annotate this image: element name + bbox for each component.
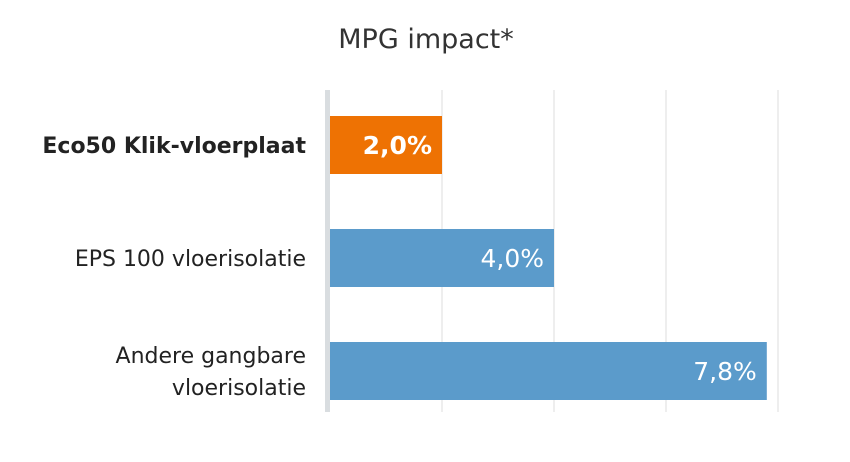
chart-title: MPG impact* — [338, 24, 514, 55]
category-label: Eco50 Klik-vloerplaat — [42, 134, 306, 159]
data-label: 2,0% — [363, 131, 432, 160]
bars — [330, 116, 767, 400]
data-label: 7,8% — [693, 357, 757, 386]
bar — [330, 342, 767, 400]
value-labels: 2,0% 4,0% 7,8% — [363, 131, 757, 386]
data-label: 4,0% — [480, 244, 544, 273]
category-labels: Eco50 Klik-vloerplaat EPS 100 vloerisolat… — [42, 134, 306, 401]
category-label: EPS 100 vloerisolatie — [75, 247, 306, 272]
bar — [330, 116, 442, 174]
bar — [330, 229, 554, 287]
category-label: Andere gangbare vloerisolatie — [116, 344, 306, 401]
category-axis — [325, 90, 330, 412]
